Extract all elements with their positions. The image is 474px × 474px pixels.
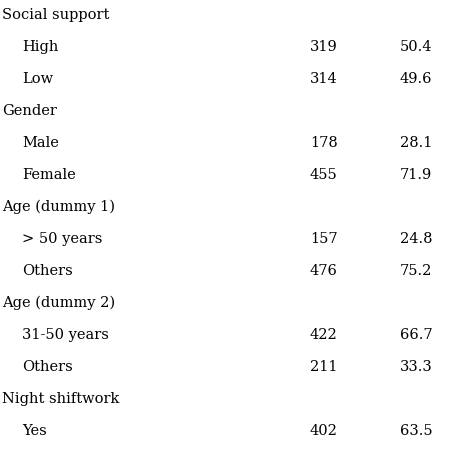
Text: 422: 422 [310, 328, 338, 342]
Text: Social support: Social support [2, 8, 109, 22]
Text: Low: Low [22, 72, 53, 86]
Text: 24.8: 24.8 [400, 232, 432, 246]
Text: 402: 402 [310, 424, 338, 438]
Text: 319: 319 [310, 40, 338, 54]
Text: 476: 476 [310, 264, 338, 278]
Text: 50.4: 50.4 [400, 40, 432, 54]
Text: 49.6: 49.6 [400, 72, 432, 86]
Text: 157: 157 [310, 232, 337, 246]
Text: Night shiftwork: Night shiftwork [2, 392, 119, 406]
Text: 63.5: 63.5 [400, 424, 433, 438]
Text: 33.3: 33.3 [400, 360, 433, 374]
Text: 66.7: 66.7 [400, 328, 433, 342]
Text: Age (dummy 2): Age (dummy 2) [2, 296, 115, 310]
Text: 455: 455 [310, 168, 338, 182]
Text: 178: 178 [310, 136, 338, 150]
Text: Others: Others [22, 264, 73, 278]
Text: 75.2: 75.2 [400, 264, 432, 278]
Text: Age (dummy 1): Age (dummy 1) [2, 200, 115, 214]
Text: > 50 years: > 50 years [22, 232, 102, 246]
Text: 314: 314 [310, 72, 338, 86]
Text: High: High [22, 40, 58, 54]
Text: 71.9: 71.9 [400, 168, 432, 182]
Text: Male: Male [22, 136, 59, 150]
Text: Yes: Yes [22, 424, 47, 438]
Text: 28.1: 28.1 [400, 136, 432, 150]
Text: Others: Others [22, 360, 73, 374]
Text: 31-50 years: 31-50 years [22, 328, 109, 342]
Text: Female: Female [22, 168, 76, 182]
Text: 211: 211 [310, 360, 337, 374]
Text: Gender: Gender [2, 104, 57, 118]
